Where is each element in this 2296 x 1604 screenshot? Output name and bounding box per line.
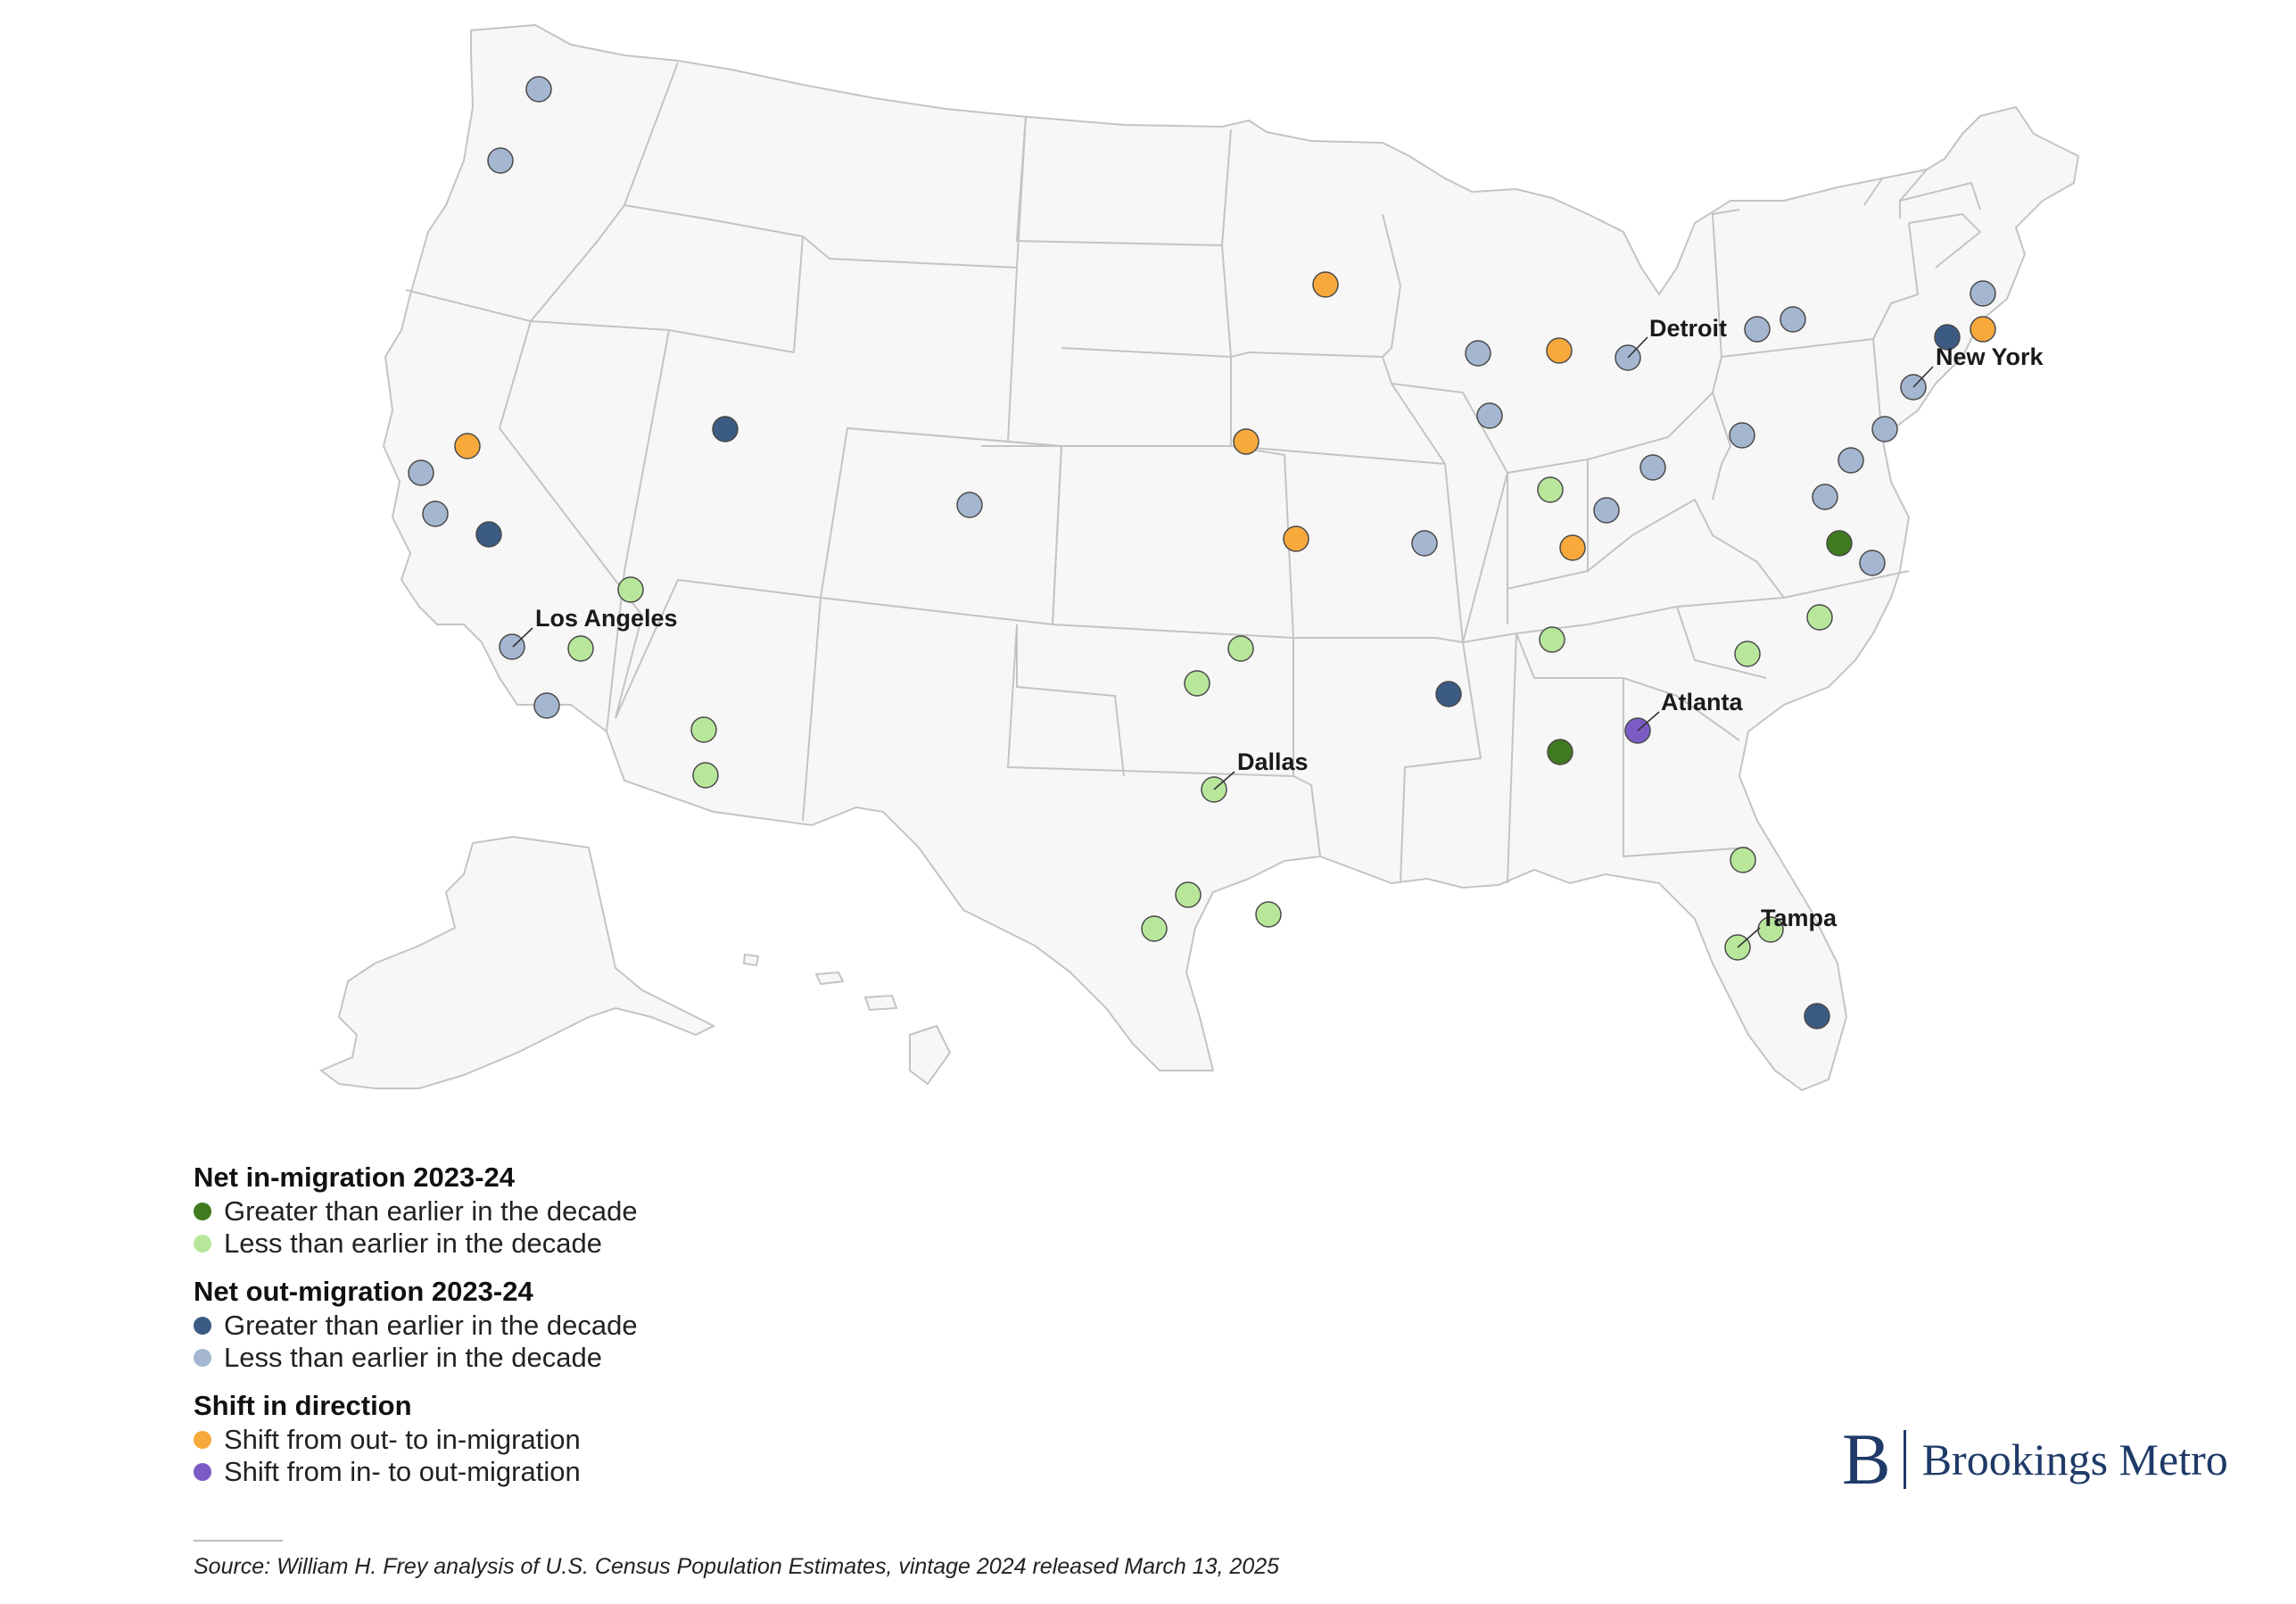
legend-heading-shift: Shift in direction	[194, 1390, 412, 1421]
metro-dot-in-less	[567, 635, 594, 662]
hawaii-islands	[742, 953, 952, 1086]
new-york-leader	[1912, 366, 1934, 388]
label-new-york: New York	[1936, 343, 2044, 370]
label-leaders	[512, 336, 1934, 948]
metro-dot-in-less	[1734, 641, 1761, 667]
source-divider	[194, 1540, 283, 1542]
label-atlanta: Atlanta	[1661, 689, 1743, 715]
legend-group-out: Net out-migration 2023-24 Greater than e…	[194, 1274, 638, 1374]
metro-dot-out-greater	[1804, 1003, 1830, 1029]
metro-dot-out-less	[956, 492, 983, 518]
legend-item-out-less: Less than earlier in the decade	[194, 1342, 638, 1374]
metro-dot-shift-out-to-in	[454, 433, 481, 459]
legend-heading-in: Net in-migration 2023-24	[194, 1162, 516, 1193]
legend-group-in: Net in-migration 2023-24 Greater than ea…	[194, 1160, 638, 1260]
brand-initial: B	[1842, 1418, 1891, 1500]
legend-item-in-greater: Greater than earlier in the decade	[194, 1195, 638, 1228]
metro-dot-in-less	[690, 716, 717, 743]
metro-dot-out-less	[1729, 422, 1755, 449]
swatch-in-greater	[194, 1203, 211, 1220]
metro-dot-in-less	[1255, 901, 1282, 928]
legend-label: Greater than earlier in the decade	[224, 1310, 638, 1341]
swatch-in-less	[194, 1235, 211, 1253]
metro-dot-shift-out-to-in	[1233, 428, 1259, 455]
label-tampa: Tampa	[1761, 905, 1838, 931]
metro-dot-out-less	[533, 692, 560, 719]
metro-dot-out-less	[1476, 402, 1503, 429]
metro-dot-out-less	[1871, 416, 1898, 442]
metro-dot-in-less	[692, 762, 719, 789]
metro-dot-shift-out-to-in	[1559, 534, 1586, 561]
metro-dot-shift-out-to-in	[1312, 271, 1339, 298]
atlanta-leader	[1637, 711, 1660, 732]
los-angeles-leader	[512, 627, 533, 648]
tampa-leader	[1737, 927, 1761, 948]
state-boundaries	[405, 62, 1982, 884]
label-los-angeles: Los Angeles	[535, 605, 678, 632]
swatch-shift-out-to-in	[194, 1431, 211, 1449]
metro-dot-out-less	[422, 500, 449, 527]
map-canvas: Los Angeles Dallas Atlanta Tampa Detroit…	[319, 23, 2080, 1092]
brand-name: Brookings Metro	[1921, 1435, 2228, 1484]
metro-dot-out-less	[1639, 454, 1666, 481]
label-dallas: Dallas	[1237, 748, 1309, 775]
detroit-leader	[1627, 336, 1648, 359]
legend-item-in-less: Less than earlier in the decade	[194, 1228, 638, 1260]
dallas-leader	[1213, 771, 1235, 790]
metro-dot-out-greater	[1934, 324, 1961, 351]
metro-dot-out-less	[1593, 497, 1620, 524]
legend-group-shift: Shift in direction Shift from out- to in…	[194, 1388, 638, 1488]
legend-label: Greater than earlier in the decade	[224, 1195, 638, 1227]
metro-dot-out-greater	[1435, 681, 1462, 707]
metro-dot-shift-out-to-in	[1546, 337, 1573, 364]
swatch-shift-in-to-out	[194, 1463, 211, 1481]
legend-item-shift-in-to-out: Shift from in- to out-migration	[194, 1456, 638, 1488]
legend: Net in-migration 2023-24 Greater than ea…	[194, 1160, 638, 1502]
metro-dot-out-less	[499, 633, 525, 660]
metro-dot-shift-out-to-in	[1283, 525, 1309, 552]
metro-dot-in-greater	[1826, 530, 1853, 557]
metro-dot-out-less	[1970, 280, 1996, 307]
swatch-out-greater	[194, 1317, 211, 1335]
brookings-metro-logo: B Brookings Metro	[1842, 1423, 2228, 1496]
metro-dot-in-less	[1175, 881, 1202, 908]
metro-dot-in-less	[617, 576, 644, 603]
legend-item-out-greater: Greater than earlier in the decade	[194, 1310, 638, 1342]
legend-label: Less than earlier in the decade	[224, 1342, 602, 1373]
metro-dot-in-less	[1730, 847, 1756, 873]
legend-label: Less than earlier in the decade	[224, 1228, 602, 1259]
legend-item-shift-out-to-in: Shift from out- to in-migration	[194, 1424, 638, 1456]
source-note: Source: William H. Frey analysis of U.S.…	[194, 1554, 1280, 1579]
legend-label: Shift from in- to out-migration	[224, 1456, 581, 1487]
metro-dot-in-less	[1227, 635, 1254, 662]
alaska-outline	[319, 835, 716, 1089]
metro-dot-in-less	[1537, 476, 1564, 503]
metro-dot-out-less	[525, 76, 552, 103]
metro-dot-in-less	[1184, 670, 1210, 697]
metro-dot-out-less	[1812, 484, 1838, 510]
label-detroit: Detroit	[1649, 315, 1727, 342]
metro-dot-out-greater	[712, 416, 739, 442]
legend-label: Shift from out- to in-migration	[224, 1424, 581, 1455]
metro-dot-out-less	[1780, 306, 1806, 333]
metro-dot-in-greater	[1547, 739, 1573, 765]
metro-dot-in-less	[1141, 915, 1168, 942]
metro-dot-out-greater	[475, 521, 502, 548]
metro-dot-out-less	[1744, 316, 1771, 343]
legend-heading-out: Net out-migration 2023-24	[194, 1276, 533, 1307]
metro-dot-out-less	[487, 147, 514, 174]
swatch-out-less	[194, 1349, 211, 1367]
metro-dot-out-less	[1859, 550, 1886, 576]
metro-dot-in-less	[1539, 626, 1565, 653]
metro-dot-in-less	[1806, 604, 1833, 631]
metro-dot-out-less	[408, 459, 434, 486]
metro-dot-out-less	[1838, 447, 1864, 474]
metro-dot-out-less	[1411, 530, 1438, 557]
brand-divider	[1903, 1430, 1906, 1489]
metro-dot-shift-out-to-in	[1970, 316, 1996, 343]
metro-dot-out-less	[1465, 340, 1491, 367]
